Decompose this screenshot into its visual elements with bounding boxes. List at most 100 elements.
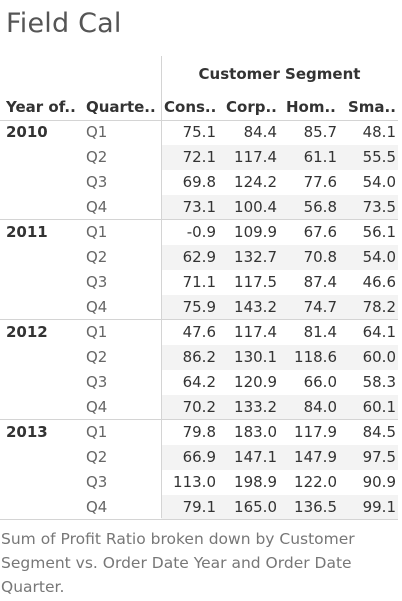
row-band [161, 195, 398, 220]
quarter-label[interactable]: Q4 [86, 198, 108, 216]
quarter-label[interactable]: Q3 [86, 473, 108, 491]
col-header-corporate[interactable]: Corp.. [226, 98, 277, 116]
row-band [161, 295, 398, 320]
value-cell-corporate[interactable]: 120.9 [234, 373, 277, 391]
value-cell-consumer[interactable]: 70.2 [182, 398, 216, 416]
quarter-label[interactable]: Q2 [86, 348, 108, 366]
value-cell-small-business[interactable]: 97.5 [362, 448, 396, 466]
value-cell-corporate[interactable]: 147.1 [234, 448, 277, 466]
value-cell-small-business[interactable]: 54.0 [362, 248, 396, 266]
value-cell-small-business[interactable]: 58.3 [362, 373, 396, 391]
value-cell-small-business[interactable]: 54.0 [362, 173, 396, 191]
value-cell-home-office[interactable]: 147.9 [294, 448, 337, 466]
value-cell-home-office[interactable]: 77.6 [303, 173, 337, 191]
quarter-label[interactable]: Q1 [86, 423, 108, 441]
quarter-label[interactable]: Q1 [86, 123, 108, 141]
value-cell-consumer[interactable]: -0.9 [186, 223, 216, 241]
value-cell-corporate[interactable]: 143.2 [234, 298, 277, 316]
value-cell-corporate[interactable]: 117.4 [234, 323, 277, 341]
quarter-label[interactable]: Q2 [86, 448, 108, 466]
value-cell-corporate[interactable]: 132.7 [234, 248, 277, 266]
value-cell-home-office[interactable]: 56.8 [303, 198, 337, 216]
value-cell-home-office[interactable]: 67.6 [303, 223, 337, 241]
quarter-label[interactable]: Q4 [86, 298, 108, 316]
value-cell-small-business[interactable]: 73.5 [362, 198, 396, 216]
value-cell-small-business[interactable]: 90.9 [362, 473, 396, 491]
value-cell-small-business[interactable]: 55.5 [362, 148, 396, 166]
quarter-label[interactable]: Q4 [86, 398, 108, 416]
value-cell-home-office[interactable]: 81.4 [303, 323, 337, 341]
value-cell-consumer[interactable]: 62.9 [182, 248, 216, 266]
quarter-label[interactable]: Q3 [86, 273, 108, 291]
column-group-header[interactable]: Customer Segment [198, 65, 361, 83]
value-cell-home-office[interactable]: 122.0 [294, 473, 337, 491]
value-cell-consumer[interactable]: 72.1 [182, 148, 216, 166]
col-header-consumer[interactable]: Cons.. [164, 98, 217, 116]
quarter-label[interactable]: Q2 [86, 248, 108, 266]
value-cell-home-office[interactable]: 136.5 [294, 498, 337, 516]
value-cell-home-office[interactable]: 118.6 [294, 348, 337, 366]
value-cell-consumer[interactable]: 73.1 [182, 198, 216, 216]
year-separator [0, 419, 398, 420]
table-row: Q4 70.2 133.2 84.0 60.1 [0, 395, 398, 420]
value-cell-home-office[interactable]: 117.9 [294, 423, 337, 441]
row-header-year[interactable]: Year of.. [6, 98, 76, 116]
row-header-quarter[interactable]: Quarte.. [86, 98, 156, 116]
quarter-label[interactable]: Q4 [86, 498, 108, 516]
value-cell-consumer[interactable]: 79.8 [182, 423, 216, 441]
value-cell-home-office[interactable]: 61.1 [303, 148, 337, 166]
year-label[interactable]: 2010 [6, 123, 48, 141]
value-cell-small-business[interactable]: 64.1 [362, 323, 396, 341]
value-cell-consumer[interactable]: 69.8 [182, 173, 216, 191]
value-cell-small-business[interactable]: 60.0 [362, 348, 396, 366]
value-cell-corporate[interactable]: 109.9 [234, 223, 277, 241]
value-cell-consumer[interactable]: 113.0 [173, 473, 216, 491]
value-cell-consumer[interactable]: 75.9 [182, 298, 216, 316]
value-cell-consumer[interactable]: 47.6 [182, 323, 216, 341]
value-cell-corporate[interactable]: 100.4 [234, 198, 277, 216]
value-cell-small-business[interactable]: 78.2 [362, 298, 396, 316]
col-header-small-business[interactable]: Sma.. [348, 98, 396, 116]
value-cell-consumer[interactable]: 71.1 [182, 273, 216, 291]
value-cell-consumer[interactable]: 64.2 [182, 373, 216, 391]
year-group: Q1 47.6 117.4 81.4 64.1 Q2 86.2 130.1 118.6 60.0 Q… [0, 320, 398, 420]
year-label[interactable]: 2012 [6, 323, 48, 341]
year-label[interactable]: 2011 [6, 223, 48, 241]
value-cell-home-office[interactable]: 85.7 [303, 123, 337, 141]
value-cell-corporate[interactable]: 84.4 [243, 123, 277, 141]
value-cell-consumer[interactable]: 79.1 [182, 498, 216, 516]
value-cell-corporate[interactable]: 183.0 [234, 423, 277, 441]
value-cell-consumer[interactable]: 75.1 [182, 123, 216, 141]
value-cell-corporate[interactable]: 117.5 [234, 273, 277, 291]
value-cell-small-business[interactable]: 46.6 [362, 273, 396, 291]
value-cell-corporate[interactable]: 165.0 [234, 498, 277, 516]
value-cell-home-office[interactable]: 66.0 [303, 373, 337, 391]
value-cell-corporate[interactable]: 133.2 [234, 398, 277, 416]
quarter-label[interactable]: Q3 [86, 373, 108, 391]
quarter-label[interactable]: Q1 [86, 323, 108, 341]
value-cell-corporate[interactable]: 124.2 [234, 173, 277, 191]
value-cell-home-office[interactable]: 74.7 [303, 298, 337, 316]
value-cell-small-business[interactable]: 84.5 [362, 423, 396, 441]
year-label[interactable]: 2013 [6, 423, 48, 441]
table-row: Q1 75.1 84.4 85.7 48.1 [0, 120, 398, 145]
value-cell-corporate[interactable]: 198.9 [234, 473, 277, 491]
value-cell-small-business[interactable]: 99.1 [362, 498, 396, 516]
value-cell-corporate[interactable]: 130.1 [234, 348, 277, 366]
value-cell-small-business[interactable]: 56.1 [362, 223, 396, 241]
table-row: Q4 79.1 165.0 136.5 99.1 [0, 495, 398, 520]
col-header-home-office[interactable]: Hom.. [286, 98, 336, 116]
value-cell-consumer[interactable]: 66.9 [182, 448, 216, 466]
quarter-label[interactable]: Q3 [86, 173, 108, 191]
row-band [161, 495, 398, 520]
quarter-label[interactable]: Q2 [86, 148, 108, 166]
value-cell-corporate[interactable]: 117.4 [234, 148, 277, 166]
value-cell-home-office[interactable]: 70.8 [303, 248, 337, 266]
value-cell-home-office[interactable]: 87.4 [303, 273, 337, 291]
quarter-label[interactable]: Q1 [86, 223, 108, 241]
value-cell-home-office[interactable]: 84.0 [303, 398, 337, 416]
value-cell-consumer[interactable]: 86.2 [182, 348, 216, 366]
value-cell-small-business[interactable]: 60.1 [362, 398, 396, 416]
table-row: Q3 64.2 120.9 66.0 58.3 [0, 370, 398, 395]
value-cell-small-business[interactable]: 48.1 [362, 123, 396, 141]
